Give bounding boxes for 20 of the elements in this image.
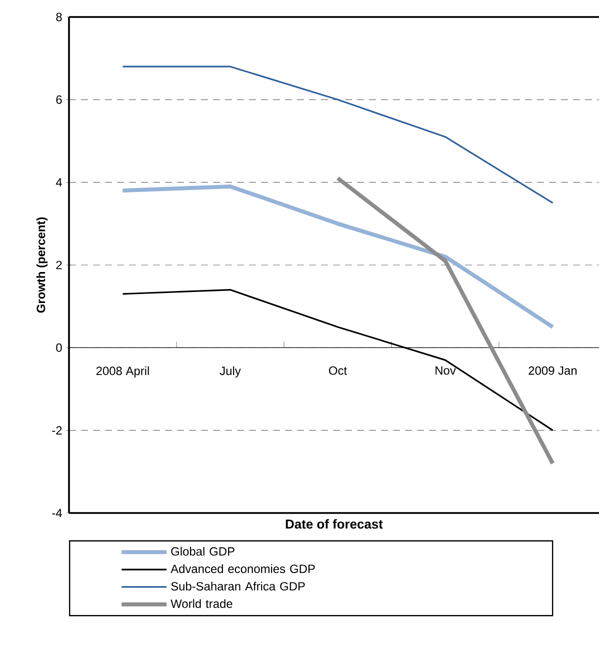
legend-label: Sub-Saharan Africa GDP [171, 582, 305, 591]
y-tick-label: 6 [56, 95, 62, 104]
x-tick-label: 2009 Jan [528, 366, 577, 375]
y-tick-label: -2 [52, 426, 62, 434]
y-axis-title: Growth (percent) [36, 217, 48, 313]
y-tick-label: 8 [56, 12, 62, 22]
y-tick-label: 2 [56, 260, 62, 270]
line-series [120, 184, 555, 329]
y-tick-label: -4 [52, 508, 62, 518]
x-tick-label: Nov [436, 366, 456, 375]
legend-label: Global GDP [171, 546, 234, 556]
legend-label: World trade [170, 599, 232, 608]
x-tick-label: Oct [329, 366, 347, 375]
x-tick-label: 2008 April [96, 366, 149, 378]
x-axis-title: Date of forecast [286, 519, 383, 529]
line-series [122, 66, 554, 204]
y-tick-label: 0 [56, 343, 62, 352]
x-tick-label: July [220, 366, 241, 378]
legend-label: Advanced economies GDP [170, 564, 315, 574]
y-tick-label: 4 [56, 178, 62, 186]
